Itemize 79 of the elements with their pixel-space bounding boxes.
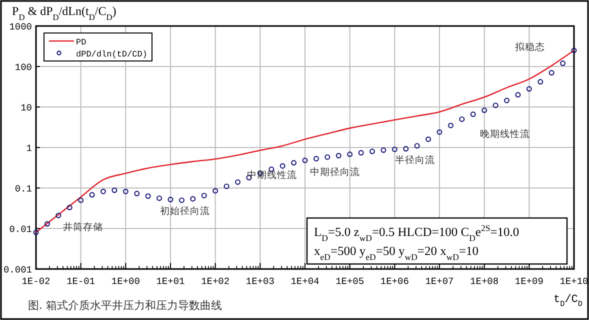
annotation: 中期径向流	[310, 166, 360, 178]
point	[145, 193, 151, 199]
point	[448, 122, 454, 128]
annotation: 半径向流	[395, 154, 435, 166]
point	[112, 188, 118, 193]
annotation: 井筒存储	[63, 221, 103, 233]
point	[291, 160, 297, 166]
text: P$_{D}$ & dP$_{D}$/dLn(t$_{D}$/C$_{D}$)	[12, 4, 116, 22]
point	[336, 152, 342, 158]
point	[369, 148, 375, 154]
x-tick-label: 1E+06	[380, 276, 410, 287]
x-tick-label: 1E+07	[425, 276, 454, 287]
point	[515, 92, 521, 98]
annotation: 初始径向流	[160, 205, 210, 217]
x-tick-label: 1E+03	[246, 276, 275, 287]
x-tick-label: 1E-01	[66, 276, 96, 287]
point	[134, 190, 140, 196]
annotation: 拟稳态	[515, 41, 545, 53]
y-tick-label: 0.01	[9, 224, 32, 235]
point	[234, 179, 240, 185]
point	[347, 152, 353, 158]
point	[122, 188, 128, 194]
y-tick-label: 0.1	[14, 184, 32, 194]
point	[302, 158, 308, 164]
point	[414, 143, 420, 149]
legend-label: dPD/dln(tD/CD)	[76, 50, 148, 60]
point	[538, 79, 544, 85]
point	[313, 156, 319, 162]
x-tick-label: 1E+05	[336, 276, 364, 287]
point	[358, 150, 364, 156]
point	[392, 146, 398, 152]
point	[33, 230, 39, 236]
x-tick-label: 1E+08	[470, 276, 499, 287]
x-tick-label: 1E+09	[514, 276, 544, 287]
point	[44, 221, 50, 227]
point	[492, 102, 498, 108]
x-tick-label: 1E+00	[111, 276, 140, 287]
point	[56, 212, 62, 218]
point	[78, 197, 84, 203]
y-tick-label: 10	[20, 102, 32, 114]
y-tick-label: 100	[14, 62, 32, 73]
point	[436, 129, 442, 135]
text: 图. 箱式介质水平井压力和压力导数曲线	[28, 299, 222, 312]
parameter-box: L$_{D}$=5.0 z$_{wD}$=0.5 HLCD=100 C$_{D}$e$^{2S}$=10.0 x$_{eD}$=500 y$_{eD}$=50 y$_{wD}$=20 x$_{wD}$=10	[306, 217, 568, 265]
y-tick-label: 1	[26, 143, 32, 154]
point	[201, 192, 207, 198]
point	[571, 48, 577, 54]
y-tick-label: 1000	[9, 22, 32, 32]
point	[470, 112, 476, 118]
point	[212, 188, 218, 194]
point	[324, 154, 330, 160]
point	[526, 86, 532, 92]
point	[224, 184, 230, 190]
point	[190, 196, 196, 202]
annotation: 晚期线性流	[480, 128, 530, 140]
point	[482, 108, 488, 114]
x-axis-title: t$_{D}$/C$_{D}$	[553, 294, 583, 309]
point	[403, 146, 409, 152]
point	[66, 204, 72, 210]
legend-label: PD	[76, 38, 86, 48]
point	[548, 70, 554, 76]
x-tick-label: 1E-02	[22, 276, 51, 287]
point	[156, 195, 162, 201]
point	[380, 147, 386, 153]
point	[89, 192, 95, 198]
point	[459, 116, 465, 122]
annotation: 中期线性流	[247, 169, 297, 181]
point	[100, 188, 106, 194]
x-tick-label: 1E+01	[156, 276, 186, 287]
point	[504, 98, 510, 104]
x-tick-label: 1E+02	[201, 276, 230, 287]
point	[280, 163, 286, 169]
y-tick-label: 0.001	[3, 264, 32, 276]
point	[168, 196, 174, 202]
x-tick-label: 1E+10	[560, 276, 589, 287]
x-tick-label: 1E+04	[290, 276, 320, 287]
point	[426, 136, 432, 142]
point	[560, 60, 566, 66]
point	[178, 197, 184, 203]
